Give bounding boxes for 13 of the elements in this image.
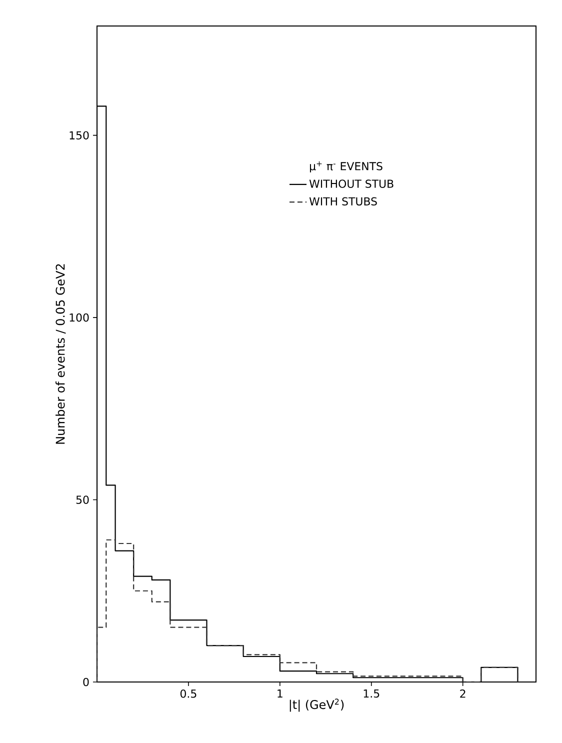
y-tick-label: 0	[83, 678, 89, 686]
legend-label: WITHOUT STUB	[309, 180, 394, 188]
legend-title: μ$^{+}$ π$^{-}$ EVENTS	[310, 161, 382, 172]
x-tick-label: 1	[278, 690, 282, 698]
legend-label: WITH STUBS	[309, 197, 377, 206]
x-axis-title: |t| (GeV$^{2}$)	[290, 698, 344, 712]
y-tick-label: 50	[76, 496, 89, 504]
x-tick-label: 2	[460, 690, 466, 698]
x-tick-label: 0.5	[180, 690, 196, 698]
y-tick-label: 150	[70, 131, 89, 140]
x-tick-label: 1.5	[364, 690, 380, 698]
y-axis-title: Number of events / 0.05 GeV2	[56, 264, 66, 444]
y-tick-label: 100	[70, 313, 89, 322]
